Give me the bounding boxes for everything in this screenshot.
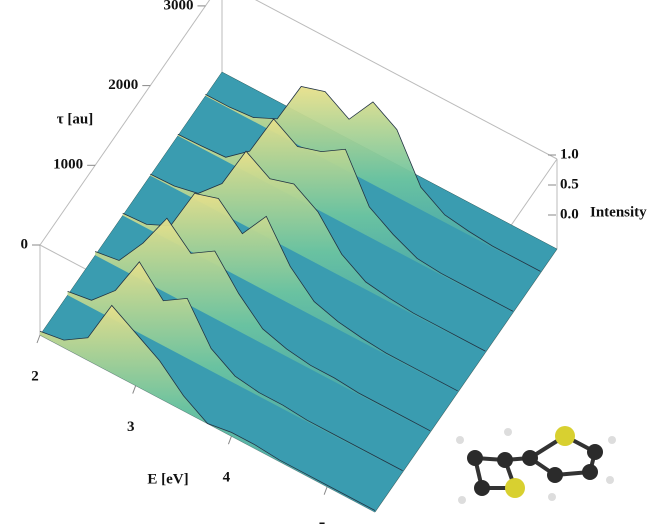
x-tick — [228, 436, 231, 444]
z-axis-title: Intensity — [590, 204, 647, 220]
y-tick-label: 1000 — [53, 157, 83, 173]
x-tick-label: 4 — [223, 470, 231, 486]
x-tick-label: 5 — [318, 520, 326, 524]
y-tick-label: 2000 — [108, 77, 138, 93]
x-tick — [37, 335, 40, 343]
z-tick-label: 0.5 — [560, 176, 579, 192]
x-tick-label: 3 — [127, 419, 135, 435]
y-tick-label: 0 — [21, 236, 29, 252]
z-tick-label: 0.0 — [560, 206, 579, 222]
x-tick-label: 2 — [31, 368, 39, 384]
z-tick-label: 1.0 — [560, 146, 579, 162]
chart: τ [au] E [eV] Intensity 2 3 4 5 0 1000 2000 300… — [0, 0, 651, 524]
surface — [40, 72, 557, 512]
molecule — [456, 426, 616, 504]
x-tick — [324, 487, 327, 495]
x-tick — [133, 386, 136, 394]
y-tick-label: 3000 — [163, 0, 193, 13]
x-axis-title: E [eV] — [147, 471, 188, 487]
y-axis-title: τ [au] — [57, 111, 94, 127]
